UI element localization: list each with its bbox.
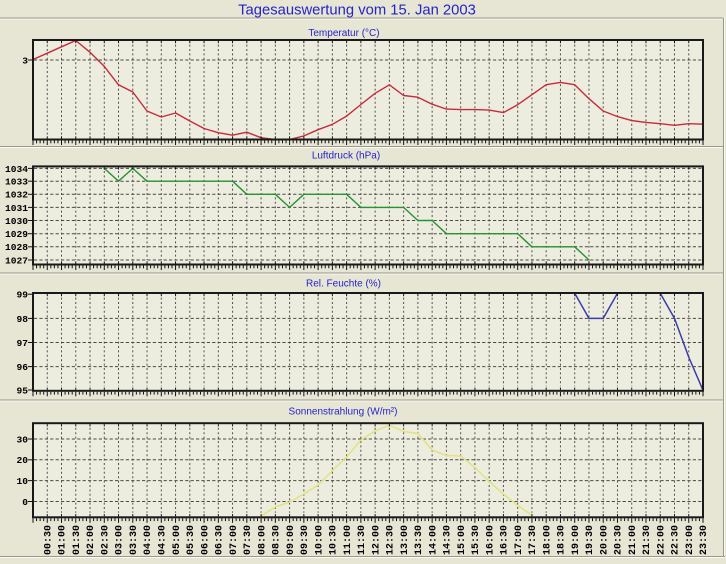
svg-text:10:00: 10:00 — [314, 525, 325, 555]
svg-text:02:00: 02:00 — [86, 525, 97, 555]
svg-text:14:30: 14:30 — [443, 525, 454, 555]
svg-text:21:00: 21:00 — [628, 525, 639, 555]
svg-text:04:00: 04:00 — [143, 525, 154, 555]
svg-text:17:00: 17:00 — [514, 525, 525, 555]
svg-text:03:30: 03:30 — [129, 525, 140, 555]
svg-text:16:00: 16:00 — [485, 525, 496, 555]
svg-text:22:30: 22:30 — [671, 525, 682, 555]
svg-text:08:30: 08:30 — [272, 525, 283, 555]
svg-text:1029: 1029 — [5, 229, 28, 240]
svg-text:Temperatur (°C): Temperatur (°C) — [308, 28, 379, 39]
svg-text:10: 10 — [16, 476, 28, 487]
svg-text:08:00: 08:00 — [257, 525, 268, 555]
svg-text:20:00: 20:00 — [599, 525, 610, 555]
svg-text:Rel. Feuchte (%): Rel. Feuchte (%) — [306, 278, 381, 289]
svg-text:00:30: 00:30 — [44, 525, 55, 555]
svg-text:09:30: 09:30 — [300, 525, 311, 555]
svg-text:07:00: 07:00 — [229, 525, 240, 555]
svg-text:15:30: 15:30 — [471, 525, 482, 555]
svg-text:11:00: 11:00 — [343, 525, 354, 555]
svg-text:16:30: 16:30 — [500, 525, 511, 555]
svg-text:01:00: 01:00 — [58, 525, 69, 555]
svg-text:20:30: 20:30 — [614, 525, 625, 555]
svg-text:1034: 1034 — [5, 164, 28, 175]
svg-text:1033: 1033 — [5, 177, 28, 188]
svg-text:07:30: 07:30 — [243, 525, 254, 555]
svg-text:10:30: 10:30 — [329, 525, 340, 555]
svg-text:05:00: 05:00 — [172, 525, 183, 555]
svg-text:97: 97 — [16, 338, 28, 349]
svg-text:Tagesauswertung vom 15. Jan 20: Tagesauswertung vom 15. Jan 2003 — [238, 2, 476, 18]
svg-text:14:00: 14:00 — [428, 525, 439, 555]
svg-text:Luftdruck (hPa): Luftdruck (hPa) — [312, 151, 380, 162]
svg-text:3: 3 — [22, 55, 28, 66]
svg-text:1030: 1030 — [5, 216, 28, 227]
svg-text:13:00: 13:00 — [400, 525, 411, 555]
svg-text:22:00: 22:00 — [656, 525, 667, 555]
svg-text:1032: 1032 — [5, 190, 28, 201]
svg-text:12:00: 12:00 — [371, 525, 382, 555]
svg-text:0: 0 — [22, 497, 28, 508]
svg-text:96: 96 — [16, 362, 28, 373]
svg-text:06:30: 06:30 — [215, 525, 226, 555]
svg-text:18:00: 18:00 — [542, 525, 553, 555]
svg-text:23:00: 23:00 — [685, 525, 696, 555]
svg-text:23:30: 23:30 — [699, 525, 710, 555]
svg-text:01:30: 01:30 — [72, 525, 83, 555]
svg-text:15:00: 15:00 — [457, 525, 468, 555]
svg-text:09:00: 09:00 — [286, 525, 297, 555]
svg-text:13:30: 13:30 — [414, 525, 425, 555]
svg-text:1028: 1028 — [5, 242, 28, 253]
svg-text:12:30: 12:30 — [386, 525, 397, 555]
svg-text:17:30: 17:30 — [528, 525, 539, 555]
svg-text:19:30: 19:30 — [585, 525, 596, 555]
svg-text:11:30: 11:30 — [357, 525, 368, 555]
svg-text:20: 20 — [16, 455, 28, 466]
svg-text:06:00: 06:00 — [200, 525, 211, 555]
svg-text:1031: 1031 — [5, 203, 28, 214]
svg-text:04:30: 04:30 — [158, 525, 169, 555]
svg-text:99: 99 — [16, 290, 28, 301]
svg-text:02:30: 02:30 — [101, 525, 112, 555]
svg-text:95: 95 — [16, 385, 28, 396]
svg-text:1027: 1027 — [5, 255, 28, 266]
svg-text:98: 98 — [16, 314, 28, 325]
svg-text:03:00: 03:00 — [115, 525, 126, 555]
svg-text:21:30: 21:30 — [642, 525, 653, 555]
svg-text:30: 30 — [16, 434, 28, 445]
svg-text:18:30: 18:30 — [557, 525, 568, 555]
svg-text:05:30: 05:30 — [186, 525, 197, 555]
svg-text:19:00: 19:00 — [571, 525, 582, 555]
svg-text:Sonnenstrahlung (W/m²): Sonnenstrahlung (W/m²) — [289, 407, 398, 418]
